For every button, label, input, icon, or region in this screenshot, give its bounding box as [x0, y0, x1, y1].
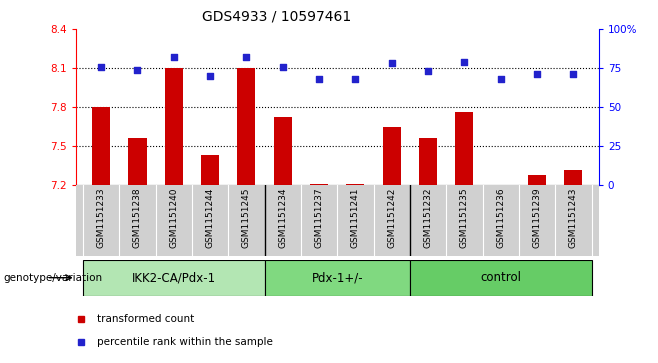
- Point: [314, 76, 324, 82]
- Bar: [310, 184, 328, 185]
- Point: [350, 76, 361, 82]
- Text: IKK2-CA/Pdx-1: IKK2-CA/Pdx-1: [132, 271, 216, 284]
- Text: genotype/variation: genotype/variation: [3, 273, 103, 283]
- Text: GSM1151233: GSM1151233: [97, 187, 105, 248]
- Text: Pdx-1+/-: Pdx-1+/-: [311, 271, 363, 284]
- Point: [495, 76, 506, 82]
- Text: GSM1151245: GSM1151245: [242, 187, 251, 248]
- Bar: [528, 175, 546, 185]
- Text: percentile rank within the sample: percentile rank within the sample: [97, 337, 272, 347]
- Point: [132, 67, 143, 73]
- Bar: [83, 260, 265, 296]
- Point: [459, 59, 470, 65]
- Bar: [164, 68, 183, 185]
- Point: [168, 54, 179, 60]
- Point: [423, 68, 434, 74]
- Point: [278, 64, 288, 69]
- Text: GSM1151242: GSM1151242: [387, 187, 396, 248]
- Text: GDS4933 / 10597461: GDS4933 / 10597461: [202, 9, 351, 23]
- Point: [532, 72, 542, 77]
- Point: [96, 64, 107, 69]
- Text: control: control: [480, 271, 521, 284]
- Text: GSM1151236: GSM1151236: [496, 187, 505, 248]
- Text: GSM1151239: GSM1151239: [532, 187, 542, 248]
- Bar: [201, 155, 219, 185]
- Text: GSM1151240: GSM1151240: [169, 187, 178, 248]
- Bar: [238, 68, 255, 185]
- Bar: [410, 260, 592, 296]
- Text: GSM1151237: GSM1151237: [315, 187, 324, 248]
- Bar: [274, 118, 291, 185]
- Bar: [346, 184, 365, 185]
- Point: [568, 72, 578, 77]
- Point: [386, 61, 397, 66]
- Text: transformed count: transformed count: [97, 314, 194, 324]
- Text: GSM1151232: GSM1151232: [424, 187, 432, 248]
- Bar: [92, 107, 110, 185]
- Point: [205, 73, 215, 79]
- Bar: [265, 260, 410, 296]
- Text: GSM1151238: GSM1151238: [133, 187, 142, 248]
- Text: GSM1151241: GSM1151241: [351, 187, 360, 248]
- Text: GSM1151244: GSM1151244: [205, 187, 215, 248]
- Bar: [383, 127, 401, 185]
- Bar: [565, 170, 582, 185]
- Bar: [128, 138, 147, 185]
- Text: GSM1151234: GSM1151234: [278, 187, 288, 248]
- Point: [241, 54, 251, 60]
- Bar: [455, 112, 474, 185]
- Text: GSM1151243: GSM1151243: [569, 187, 578, 248]
- Bar: [419, 138, 437, 185]
- Text: GSM1151235: GSM1151235: [460, 187, 469, 248]
